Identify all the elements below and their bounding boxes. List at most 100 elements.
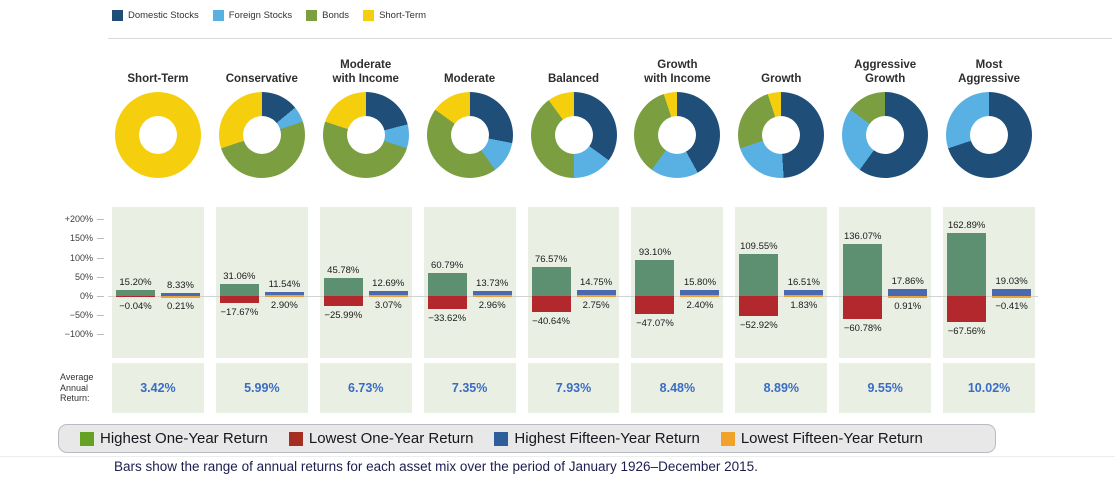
column-header-line: Moderate: [444, 73, 496, 85]
y-axis-tick-mark: [97, 219, 104, 221]
highest-fifteen-year-value: 17.86%: [891, 276, 924, 288]
returns-bar-panel: 93.10% −47.07% 15.80% 2.40%: [631, 207, 724, 358]
average-return-panel: 8.48%: [631, 363, 724, 413]
column-header: Growth with Income: [631, 52, 723, 86]
legend-swatch: [306, 10, 318, 21]
legend-label: Domestic Stocks: [128, 10, 199, 21]
column-header-line: Most: [975, 59, 1003, 71]
column-header-line: Aggressive: [854, 59, 917, 71]
bar-lowest-one-year: [947, 296, 987, 322]
legend-label: Lowest Fifteen-Year Return: [740, 430, 923, 447]
lowest-one-year-value: −40.64%: [532, 315, 570, 327]
column-header-line: Growth: [865, 73, 906, 85]
average-return-panel: 5.99%: [215, 363, 308, 413]
bar-lowest-one-year: [219, 296, 259, 303]
column-header: Growth: [735, 52, 827, 86]
legend-swatch: [80, 431, 94, 446]
bar-highest-fifteen-year: [264, 291, 304, 295]
y-axis-tick-label: 50%: [74, 271, 93, 282]
bar-highest-one-year: [531, 266, 571, 296]
highest-fifteen-year-value: 14.75%: [579, 277, 613, 289]
bar-lowest-one-year: [635, 296, 675, 315]
legend-item: Foreign Stocks: [212, 10, 292, 21]
highest-one-year-value: 109.55%: [740, 240, 778, 252]
average-return-panel: 7.35%: [423, 363, 516, 413]
asset-mix-column: Short-Term 15.20% −0.04% 8.33% 0.21% 3.42%: [112, 52, 204, 413]
bar-lowest-one-year: [843, 296, 883, 320]
returns-bar-panel: 60.79% −33.62% 13.73% 2.96%: [423, 207, 516, 358]
highest-one-year-value: 136.07%: [843, 230, 882, 242]
bar-highest-one-year: [219, 284, 259, 296]
bar-lowest-fifteen-year: [992, 296, 1032, 299]
legend-label: Lowest One-Year Return: [308, 430, 474, 447]
highest-one-year-value: 60.79%: [431, 259, 464, 271]
y-axis-tick-label: 0%: [79, 291, 93, 301]
average-return-value: 9.55%: [867, 381, 903, 395]
lowest-one-year-value: −60.78%: [843, 323, 882, 335]
average-annual-return-label-line: Annual: [60, 382, 89, 393]
lowest-one-year-value: −17.67%: [220, 306, 259, 318]
bar-highest-one-year: [739, 253, 779, 296]
bar-lowest-one-year: [323, 296, 363, 306]
lowest-fifteen-year-value: 2.40%: [686, 300, 714, 312]
top-divider: [108, 38, 1112, 39]
column-header: Balanced: [528, 52, 620, 86]
bar-lowest-fifteen-year: [368, 294, 408, 297]
highest-one-year-value: 93.10%: [638, 247, 672, 259]
average-annual-return-label-line: Return:: [60, 393, 90, 403]
zero-baseline: [108, 296, 1038, 297]
average-return-value: 7.35%: [451, 381, 488, 395]
bar-lowest-fifteen-year: [472, 294, 512, 297]
donut-wrap: [528, 92, 620, 178]
returns-bar-panel: 136.07% −60.78% 17.86% 0.91%: [839, 207, 932, 358]
highest-one-year-value: 162.89%: [947, 220, 986, 232]
highest-one-year-value: 76.57%: [534, 253, 568, 265]
highest-one-year-value: 45.78%: [327, 265, 360, 277]
legend-swatch: [112, 10, 123, 21]
legend-item: Lowest One-Year Return: [288, 430, 474, 447]
lowest-fifteen-year-value: 0.21%: [167, 300, 194, 312]
average-return-value: 8.89%: [763, 381, 800, 395]
bar-highest-fifteen-year: [161, 292, 200, 296]
return-range-legend: Highest One-Year Return Lowest One-Year R…: [58, 424, 996, 453]
column-header-line: Aggressive: [958, 73, 1021, 85]
asset-mix-donut-chart: [738, 92, 825, 178]
legend-label: Bonds: [322, 10, 350, 21]
lowest-fifteen-year-value: 2.90%: [270, 299, 298, 311]
asset-mix-columns: Short-Term 15.20% −0.04% 8.33% 0.21% 3.42% …: [112, 52, 1036, 413]
highest-fifteen-year-value: 16.51%: [787, 276, 820, 288]
average-annual-return-label-line: Average: [60, 372, 94, 382]
bar-lowest-fifteen-year: [680, 295, 720, 298]
bar-lowest-fifteen-year: [576, 294, 616, 297]
legend-swatch: [363, 10, 375, 21]
lowest-fifteen-year-value: 2.75%: [582, 299, 610, 311]
bar-highest-fifteen-year: [992, 288, 1032, 297]
returns-bar-panel: 162.89% −67.56% 19.03% −0.41%: [943, 207, 1036, 358]
lowest-one-year-value: −47.07%: [636, 318, 674, 330]
asset-mix-column: Growth 109.55% −52.92% 16.51% 1.83% 8.89%: [735, 52, 828, 413]
bar-lowest-one-year: [739, 296, 779, 317]
bar-highest-fifteen-year: [368, 291, 408, 295]
lowest-one-year-value: −0.04%: [119, 300, 152, 312]
legend-swatch: [494, 431, 509, 446]
donut-wrap: [631, 92, 723, 178]
lowest-fifteen-year-value: 1.83%: [790, 300, 818, 312]
average-return-value: 8.48%: [659, 381, 696, 395]
asset-mix-donut-chart: [634, 92, 721, 178]
lowest-fifteen-year-value: −0.41%: [995, 301, 1028, 313]
donut-wrap: [424, 92, 516, 178]
bar-highest-one-year: [116, 290, 155, 296]
y-axis-tick-mark: [97, 257, 104, 259]
asset-mix-column: Conservative 31.06% −17.67% 11.54% 2.90% 5.…: [215, 52, 308, 413]
bar-highest-one-year: [947, 233, 987, 296]
y-axis: +200% 150% 100% 50% 0% −50% −100%: [0, 207, 110, 358]
highest-fifteen-year-value: 8.33%: [167, 279, 194, 291]
asset-mix-column: Balanced 76.57% −40.64% 14.75% 2.75% 7.93%: [527, 52, 620, 413]
bar-highest-fifteen-year: [472, 290, 512, 295]
column-header-line: Conservative: [225, 73, 298, 85]
legend-item: Highest One-Year Return: [80, 430, 268, 447]
average-return-value: 6.73%: [348, 381, 384, 395]
highest-one-year-value: 15.20%: [119, 277, 152, 289]
bar-highest-fifteen-year: [576, 290, 616, 295]
